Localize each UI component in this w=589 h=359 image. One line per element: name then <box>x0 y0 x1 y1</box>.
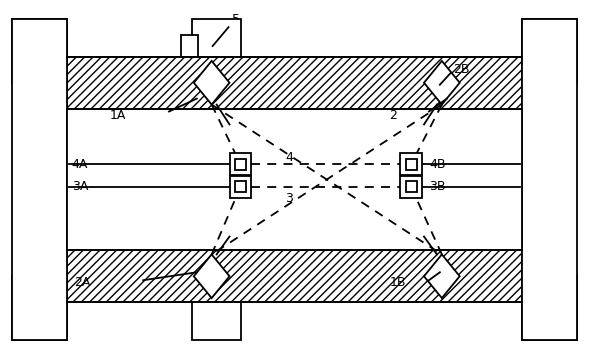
Bar <box>192 19 241 57</box>
Text: 3: 3 <box>285 192 293 205</box>
Bar <box>522 19 577 83</box>
Polygon shape <box>424 255 459 298</box>
Text: 4A: 4A <box>72 158 88 171</box>
Polygon shape <box>194 255 230 298</box>
Bar <box>400 176 422 198</box>
Bar <box>181 35 198 57</box>
Bar <box>12 19 67 340</box>
Polygon shape <box>424 61 459 104</box>
Bar <box>230 176 252 198</box>
Text: 1A: 1A <box>110 109 126 122</box>
Bar <box>67 251 522 302</box>
Bar <box>522 276 577 340</box>
Text: 5: 5 <box>233 13 240 26</box>
Text: 2B: 2B <box>453 63 469 76</box>
Text: 1B: 1B <box>389 276 406 289</box>
Bar <box>230 153 252 175</box>
Polygon shape <box>194 61 230 104</box>
Text: 3B: 3B <box>429 181 445 194</box>
Bar <box>192 302 241 340</box>
Text: 3A: 3A <box>72 181 88 194</box>
Text: 4B: 4B <box>429 158 445 171</box>
Bar <box>406 182 416 192</box>
Bar <box>67 108 522 251</box>
Bar <box>406 159 416 169</box>
Bar <box>235 159 246 169</box>
Bar <box>400 153 422 175</box>
Bar <box>67 57 522 108</box>
Text: 4: 4 <box>285 151 293 164</box>
Text: 2: 2 <box>389 109 397 122</box>
Bar <box>235 182 246 192</box>
Bar <box>522 19 577 340</box>
Bar <box>12 276 67 340</box>
Text: 2A: 2A <box>74 276 90 289</box>
Bar <box>12 19 67 83</box>
